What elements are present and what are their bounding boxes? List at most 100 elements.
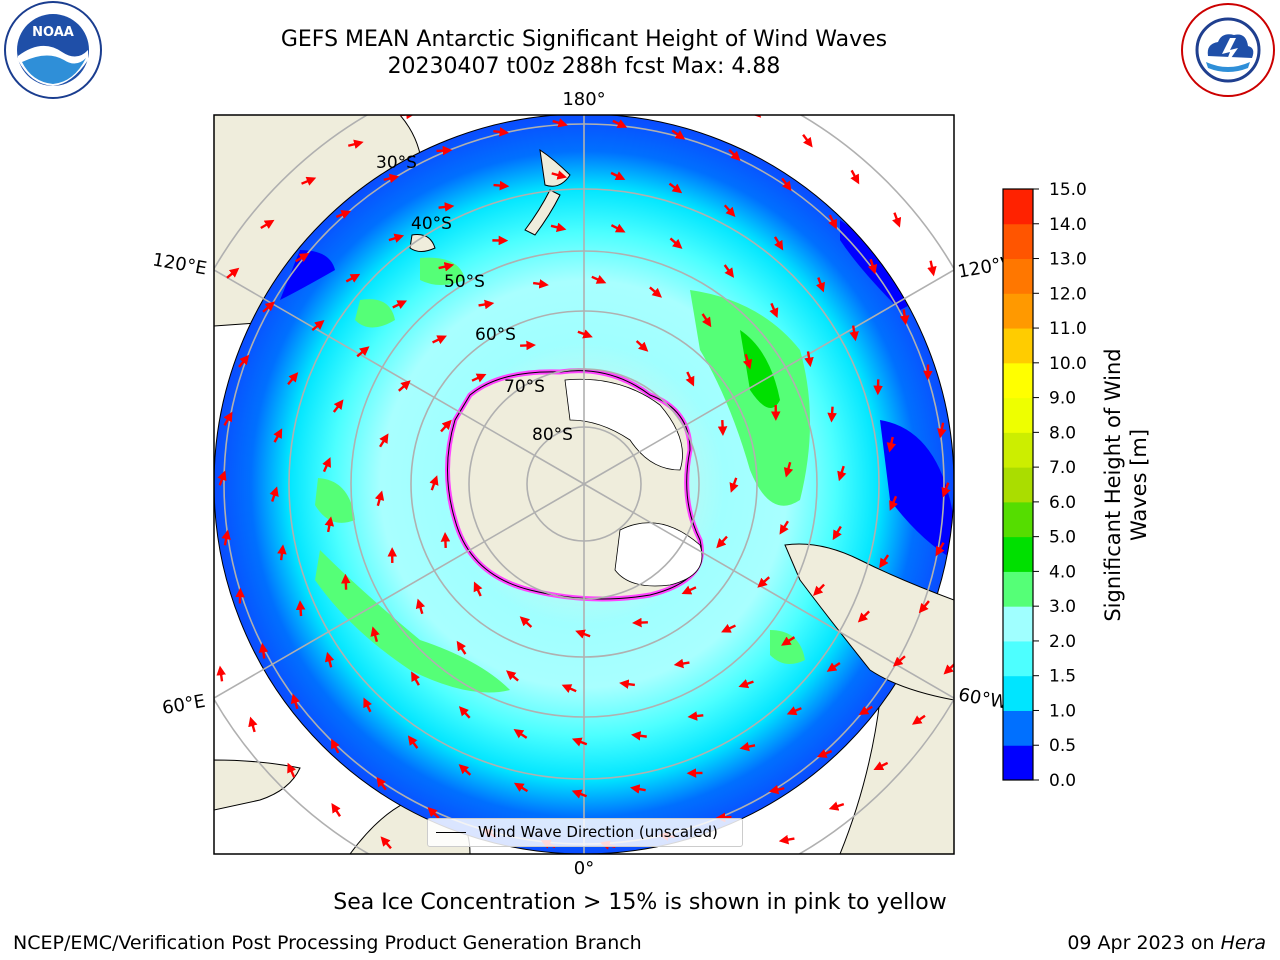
lat-label-60s: 60°S [475,325,516,345]
wave-direction-arrow [506,670,519,682]
colorbar-segment [1003,432,1033,468]
colorbar-tick-label: 5.0 [1049,528,1076,548]
wave-direction-arrow [911,714,926,725]
wave-direction-arrow [778,834,795,845]
wave-direction-arrow [802,134,813,148]
wave-direction-arrow [260,219,275,230]
colorbar-segment [1003,640,1033,677]
noaa-logo: NOAA [4,1,102,99]
wave-direction-arrow [723,204,736,218]
wave-direction-arrow [436,145,453,156]
wave-direction-arrow [374,490,385,507]
wave-direction-arrow [685,371,695,387]
wave-direction-arrow [815,277,825,293]
wave-direction-arrow [258,642,269,659]
wave-direction-arrow [392,300,408,309]
wave-direction-arrow [773,236,784,251]
wave-direction-arrow [440,419,452,433]
arrow-legend: Wind Wave Direction (unscaled) [427,818,743,847]
wave-direction-arrow [941,482,951,498]
wave-direction-arrow [721,623,736,633]
wave-direction-arrow [332,399,344,413]
wave-direction-arrow [331,802,342,817]
colorbar-segment [1003,571,1033,607]
wave-direction-arrow [757,576,770,588]
wave-direction-arrow [324,516,335,533]
wave-direction-arrow [610,223,626,233]
map-frame [213,114,955,855]
wave-direction-arrow [335,210,352,219]
lon-label-120e: 120°E [151,249,209,279]
lon-label-60w: 60°W [957,684,1010,713]
wave-direction-arrow [363,697,372,713]
wave-direction-arrow [432,335,447,345]
wave-direction-arrow [440,532,451,548]
wave-direction-arrow [438,202,455,212]
wave-direction-arrow [858,705,873,715]
wave-direction-arrow [742,353,753,370]
wave-direction-arrow [687,711,704,721]
wave-direction-arrow [630,784,646,794]
wave-direction-arrow [356,346,370,358]
wave-direction-arrow [723,264,735,278]
colorbar-tick-label: 10.0 [1049,354,1087,374]
wind-wave-arrows [173,75,996,850]
wave-direction-arrow [979,370,980,383]
colorbar-segment [1003,536,1033,572]
wave-direction-arrow [456,640,467,655]
wave-direction-arrow [899,309,910,326]
wave-direction-arrow [571,737,588,747]
colorbar-tick-label: 0.5 [1049,736,1076,756]
wave-direction-arrow [311,320,325,332]
wave-direction-arrow [832,525,842,541]
wave-patch-pacific [690,290,810,506]
colorbar-segment [1003,362,1033,399]
wave-direction-arrow [331,738,340,754]
wave-direction-arrow [634,75,645,81]
wave-direction-arrow [216,665,226,682]
wave-direction-arrow [383,173,400,184]
wave-direction-arrow [471,373,487,383]
wave-direction-arrow [892,655,906,667]
lat-label-50s: 50°S [444,272,485,292]
colorbar-tick-label: 2.0 [1049,632,1076,652]
wave-direction-arrow [478,299,495,310]
lon-label-0: 0° [574,858,594,879]
wave-direction-arrow [341,573,351,590]
wave-direction-arrow [716,535,728,549]
wave-direction-arrow [729,477,739,493]
wave-direction-arrow [918,600,930,614]
wave-direction-arrow [610,171,626,180]
wave-direction-arrow [991,489,996,501]
wave-direction-arrow [173,437,179,449]
wave-direction-arrow [370,626,380,642]
wave-direction-arrow [552,118,568,128]
wave-direction-arrow [458,706,471,719]
wave-direction-arrow [493,127,510,137]
wave-direction-arrow [295,600,306,617]
footer-date: 09 Apr 2023 on Hera [1067,932,1266,954]
wave-direction-arrow [739,741,756,752]
wave-direction-arrow [248,716,258,733]
wave-direction-arrow [473,581,483,597]
colorbar-tick-label: 14.0 [1049,215,1087,235]
wave-direction-arrow [551,170,568,180]
lat-label-40s: 40°S [411,214,452,234]
nws-logo [1181,3,1275,97]
wave-direction-arrow [728,149,741,162]
wave-direction-arrow [388,233,405,243]
wave-direction-arrow [804,351,814,368]
wave-direction-arrow [575,629,591,639]
wave-direction-arrow [380,836,392,850]
wave-direction-arrow [379,433,389,448]
wave-direction-arrow [990,429,993,442]
wave-direction-arrow [345,273,361,283]
wave-direction-arrow [768,784,785,795]
colorbar-segment [1003,293,1033,329]
colorbar-tick-label: 9.0 [1049,389,1076,409]
wave-direction-arrow [671,129,686,140]
colorbar-tick-label: 1.0 [1049,701,1076,721]
wave-direction-arrow [779,520,789,535]
wave-direction-arrow [959,314,960,327]
colorbar-tick-label: 11.0 [1049,319,1087,339]
